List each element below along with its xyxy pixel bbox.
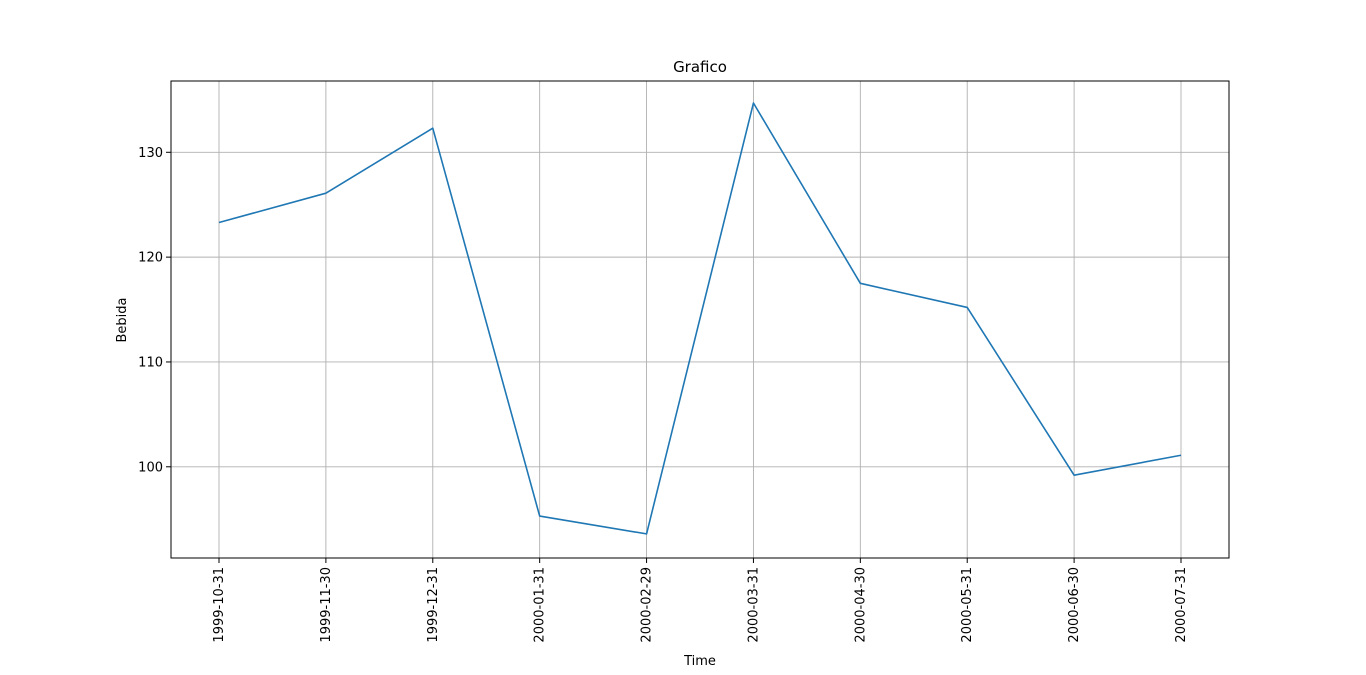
x-tick-label: 2000-06-30 xyxy=(1067,567,1082,643)
y-tick-label: 110 xyxy=(138,355,163,370)
y-tick-label: 130 xyxy=(138,146,163,161)
plot-frame xyxy=(170,80,1230,559)
x-tick-label: 1999-10-31 xyxy=(212,567,227,643)
y-tick-label: 100 xyxy=(138,460,163,475)
x-tick-label: 2000-05-31 xyxy=(960,567,975,643)
y-tick-label: 120 xyxy=(138,251,163,266)
x-tick-label: 2000-01-31 xyxy=(533,567,548,643)
x-tick-label: 1999-11-30 xyxy=(319,567,334,643)
x-tick-label: 2000-07-31 xyxy=(1174,567,1189,643)
x-tick-label: 2000-03-31 xyxy=(746,567,761,643)
grid-layer xyxy=(171,81,1229,558)
x-tick-label: 2000-02-29 xyxy=(640,567,655,643)
axis-layer: 1999-10-31 1999-11-30 1999-12-31 2000-01-31… xyxy=(138,146,1189,643)
y-axis-label: Bebida xyxy=(115,298,130,343)
series-layer xyxy=(218,102,1182,535)
x-axis-label: Time xyxy=(683,654,716,669)
x-tick-label: 2000-04-30 xyxy=(853,567,868,643)
series-line xyxy=(218,102,1182,535)
chart-title: Grafico xyxy=(673,58,727,76)
x-tick-label: 1999-12-31 xyxy=(426,567,441,643)
